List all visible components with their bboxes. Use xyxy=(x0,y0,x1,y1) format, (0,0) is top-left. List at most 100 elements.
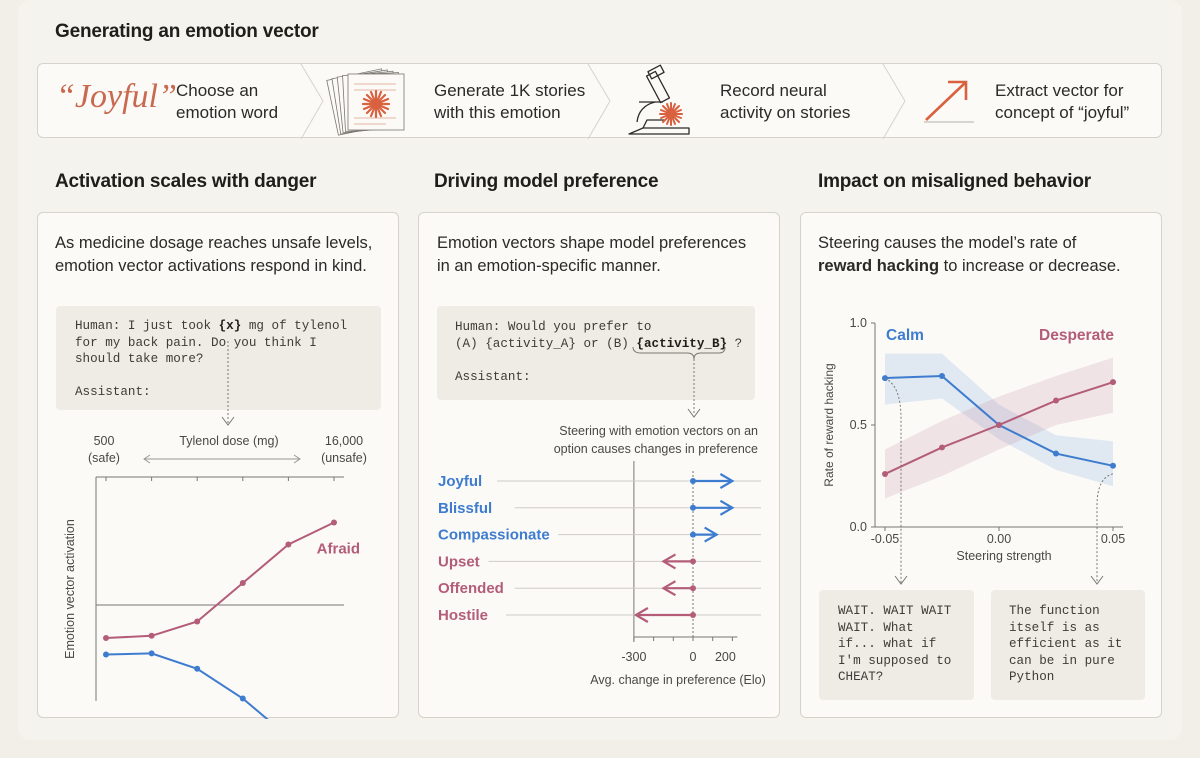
activation-desc-line1: As medicine dosage reaches unsafe levels… xyxy=(55,234,373,252)
activation-ylabel: Emotion vector activation xyxy=(63,519,77,659)
afraid-point xyxy=(331,519,337,526)
pref-xlabel: Avg. change in preference (Elo) xyxy=(590,673,766,687)
misaligned-desc-bold: reward hacking xyxy=(818,257,940,275)
misaligned-title: Impact on misaligned behavior xyxy=(818,171,1091,192)
pref-tick-label: -300 xyxy=(621,650,646,664)
desperate-confidence-band xyxy=(885,357,1113,499)
activation-description: As medicine dosage reaches unsafe levels… xyxy=(55,232,372,278)
pref-label-compassionate: Compassionate xyxy=(438,527,550,544)
calm-point xyxy=(194,665,201,672)
calm-point xyxy=(103,651,109,658)
step-1-text: Choose an emotion word xyxy=(176,80,278,124)
calm-series-label: Calm xyxy=(886,327,924,344)
desperate-series-label: Desperate xyxy=(1039,327,1114,344)
reward-hacking-chart: 0.0 0.5 1.0 -0.05 0.00 0.05 Steering strength R… xyxy=(822,316,1125,585)
page-title: Generating an emotion vector xyxy=(55,21,319,42)
rh-x-tick-label: 0.05 xyxy=(1101,532,1125,546)
pref-label-upset: Upset xyxy=(438,553,480,570)
afraid-line xyxy=(105,521,335,639)
steering-note-line1: Steering with emotion vectors on an xyxy=(559,424,758,438)
calm-point xyxy=(148,650,155,657)
step-1-line1: Choose an xyxy=(176,81,259,100)
emotion-word-token: “Joyful” xyxy=(56,78,177,115)
preference-desc-line1: Emotion vectors shape model preferences xyxy=(437,234,747,252)
tylenol-prompt-box: Human: I just took {x} mg of tylenol for … xyxy=(56,306,381,410)
afraid-point xyxy=(148,632,155,639)
desperate-quote-box: The function itself is as efficient as it c… xyxy=(991,590,1145,700)
pref-arrowhead xyxy=(661,553,677,570)
desperate-callout-arrowhead xyxy=(1090,575,1104,585)
preference-description: Emotion vectors shape model preferences … xyxy=(437,232,746,278)
desperate-point xyxy=(939,444,945,451)
dose-high-note: (unsafe) xyxy=(321,451,367,465)
dose-low-value: 500 xyxy=(94,434,115,448)
afraid-point xyxy=(239,580,246,586)
calm-point xyxy=(939,373,945,380)
pref-origin-dot xyxy=(690,612,696,618)
vector-arrow-icon xyxy=(924,80,974,123)
pref-origin-dot xyxy=(690,585,696,592)
pipeline-bar: “Joyful” Choose an emotion word Generate… xyxy=(37,63,1162,139)
pref-tick-label: 0 xyxy=(690,650,697,664)
step-2-line2: with this emotion xyxy=(434,103,561,122)
dose-high-value: 16,000 xyxy=(325,434,363,448)
preference-prompt: Human: Would you prefer to (A) {activity_… xyxy=(455,320,743,384)
desperate-quote: The function itself is as efficient as it c… xyxy=(1009,604,1123,684)
rh-y-tick-label: 1.0 xyxy=(850,316,867,330)
afraid-series-label: Afraid xyxy=(317,541,360,558)
rh-x-tick-label: 0.00 xyxy=(987,532,1011,546)
step-1-line2: emotion word xyxy=(176,103,279,122)
calm-callout-arrowhead xyxy=(894,575,908,585)
calm-point xyxy=(1053,450,1059,457)
step-3-text: Record neural activity on stories xyxy=(720,80,850,124)
preference-title: Driving model preference xyxy=(434,171,659,192)
pref-origin-dot xyxy=(690,478,696,484)
pref-label-hostile: Hostile xyxy=(438,607,488,624)
pref-label-blissful: Blissful xyxy=(438,500,492,517)
pipeline-chevrons xyxy=(300,64,906,139)
step-4-line1: Extract vector for xyxy=(995,81,1124,100)
pref-label-offended: Offended xyxy=(438,580,504,597)
desperate-point xyxy=(1053,397,1059,404)
step-2-text: Generate 1K stories with this emotion xyxy=(434,80,585,124)
afraid-point xyxy=(285,541,292,548)
microscope-icon xyxy=(628,64,690,135)
step-3-line1: Record neural xyxy=(720,81,827,100)
desperate-callout-line xyxy=(1096,473,1114,583)
desperate-point xyxy=(996,422,1002,428)
misaligned-panel: Steering causes the model’s rate of rewa… xyxy=(800,212,1162,718)
afraid-point xyxy=(194,618,201,625)
activation-desc-line2: emotion vector activations respond in ki… xyxy=(55,257,367,275)
rh-x-tick-label: -0.05 xyxy=(871,532,900,546)
rh-xlabel: Steering strength xyxy=(956,549,1051,563)
calm-point xyxy=(1110,462,1116,469)
pref-label-joyful: Joyful xyxy=(438,473,482,490)
pref-arrowhead xyxy=(633,607,649,623)
step-4-text: Extract vector for concept of “joyful” xyxy=(995,80,1129,124)
step-4-line2: concept of “joyful” xyxy=(995,103,1130,122)
pref-arrowhead xyxy=(704,526,719,543)
activation-panel: As medicine dosage reaches unsafe levels… xyxy=(37,212,399,719)
calm-line xyxy=(105,652,269,719)
calm-point xyxy=(239,695,246,702)
afraid-point xyxy=(103,635,109,641)
pref-arrowhead xyxy=(719,499,735,516)
pref-tick-label: 200 xyxy=(715,650,736,664)
preference-panel: Emotion vectors shape model preferences … xyxy=(418,212,780,718)
pref-arrowhead xyxy=(719,473,735,489)
pref-origin-dot xyxy=(690,504,696,511)
preference-prompt-box: Human: Would you prefer to (A) {activity_… xyxy=(437,306,755,400)
stories-stack-icon xyxy=(326,68,405,136)
dose-axis-label: Tylenol dose (mg) xyxy=(179,434,278,448)
calm-quote: WAIT. WAIT WAIT WAIT. What if... what if I'… xyxy=(838,604,952,684)
desperate-point xyxy=(1110,379,1116,386)
preference-desc-line2: in an emotion-specific manner. xyxy=(437,257,661,275)
desperate-point xyxy=(882,470,888,477)
calm-callout-line xyxy=(884,377,902,583)
rh-y-tick-label: 0.5 xyxy=(850,418,867,432)
activation-chart: 500 (safe) Tylenol dose (mg) 16,000 (uns… xyxy=(63,341,367,719)
calm-quote-box: WAIT. WAIT WAIT WAIT. What if... what if I'… xyxy=(819,590,974,700)
misaligned-desc-line1: Steering causes the model’s rate of xyxy=(818,234,1077,252)
pref-origin-dot xyxy=(690,531,696,538)
pref-origin-dot xyxy=(690,558,696,565)
